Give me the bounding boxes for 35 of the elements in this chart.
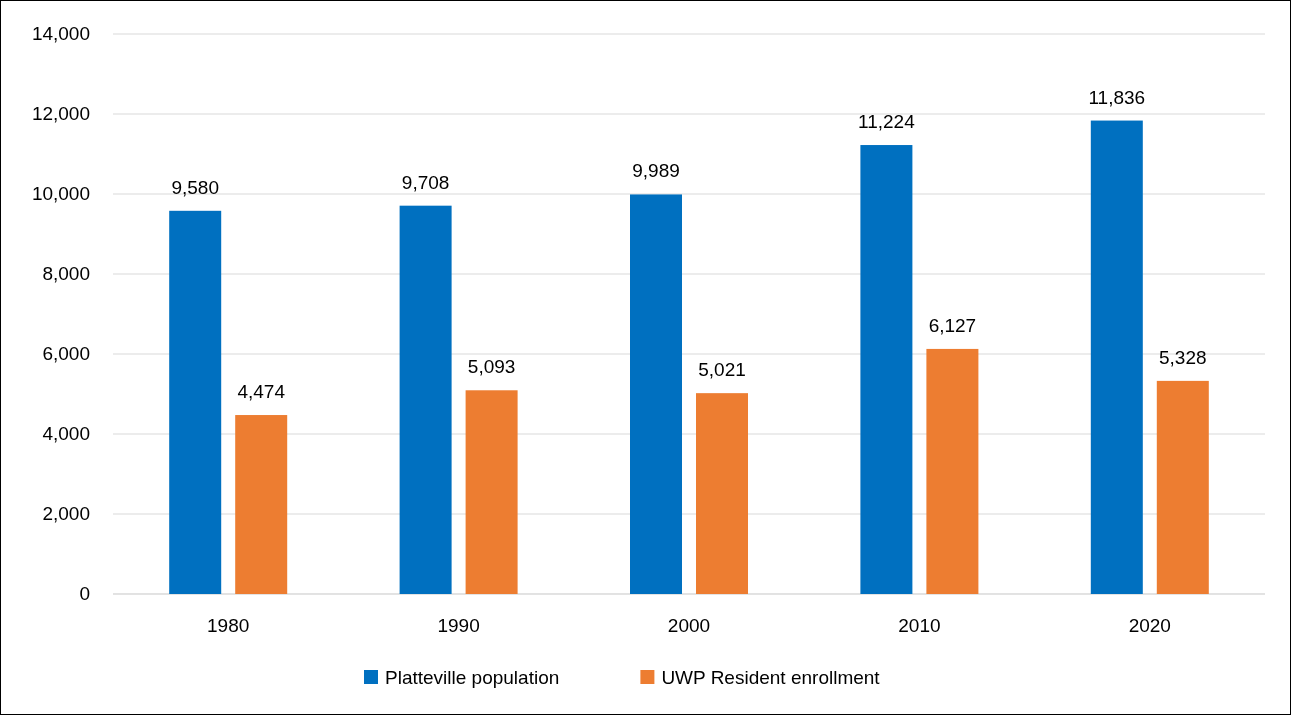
y-tick-label: 2,000	[42, 503, 90, 524]
y-tick-label: 4,000	[42, 423, 90, 444]
bar	[926, 348, 979, 594]
bar	[399, 205, 452, 594]
bar	[465, 390, 518, 594]
data-label: 5,328	[1159, 346, 1207, 368]
y-tick-label: 10,000	[31, 183, 90, 204]
y-tick-label: 14,000	[31, 23, 90, 44]
data-label: 5,021	[698, 359, 746, 381]
bar	[1156, 380, 1209, 594]
bar	[169, 210, 222, 594]
bar	[235, 415, 288, 594]
data-label: 9,989	[632, 160, 680, 182]
legend-label: UWP Resident enrollment	[661, 667, 881, 688]
y-tick-label: 0	[79, 583, 90, 604]
bar	[630, 194, 682, 594]
bar	[1090, 120, 1143, 594]
x-tick-label: 2000	[667, 615, 711, 636]
x-tick-label: 1980	[207, 615, 250, 636]
data-label: 6,127	[928, 314, 977, 336]
data-label: 9,708	[401, 171, 450, 193]
data-label: 11,224	[858, 111, 916, 133]
data-label: 5,093	[467, 356, 516, 378]
x-tick-label: 2020	[1128, 615, 1171, 636]
data-label: 4,474	[237, 381, 286, 403]
y-tick-label: 8,000	[42, 263, 90, 284]
legend-label: Platteville population	[385, 667, 560, 688]
data-label: 11,836	[1088, 86, 1146, 108]
x-tick-label: 2010	[898, 615, 941, 636]
bar	[860, 145, 913, 594]
x-tick-label: 1990	[437, 615, 480, 636]
y-tick-label: 6,000	[42, 343, 90, 364]
bar	[696, 393, 748, 594]
y-tick-label: 12,000	[31, 103, 90, 124]
data-label: 9,580	[171, 176, 219, 198]
